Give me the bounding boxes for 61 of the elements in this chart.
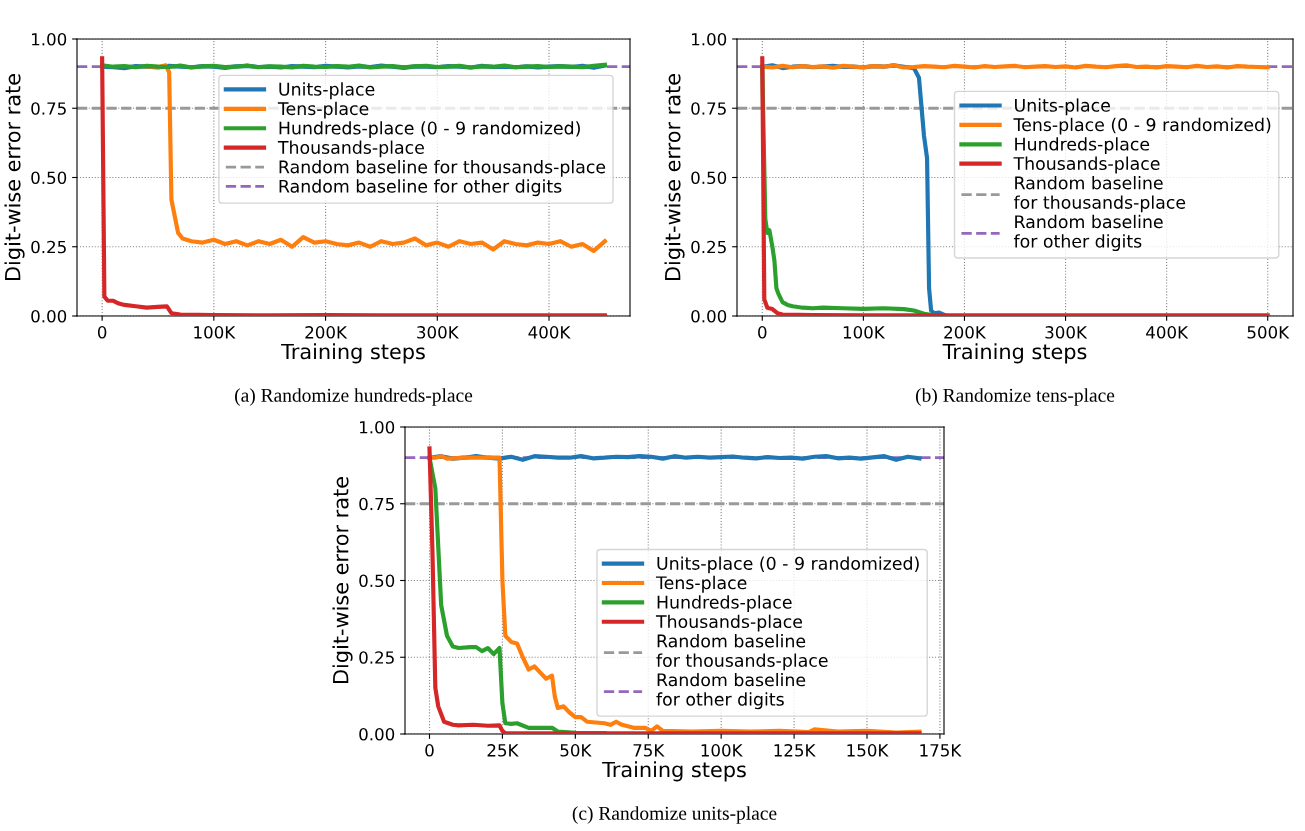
text: (b) Randomize tens-place: [915, 388, 1115, 406]
x-tick-label: 500K: [1247, 326, 1290, 339]
y-tick-label: 0.50: [31, 171, 67, 185]
text: (a) Randomize hundreds-place: [235, 388, 473, 406]
y-tick-label: 0.50: [359, 574, 395, 588]
legend-label: Random baseline for other digits: [1013, 214, 1163, 252]
y-tick-label: 0.25: [359, 651, 394, 664]
x-tick-label: 400K: [1146, 326, 1189, 339]
legend-label: Random baseline for thousands-place: [279, 159, 606, 177]
legend-label: Tens-place: [277, 101, 369, 119]
x-tick-label: 300K: [417, 326, 460, 339]
y-tick-label: 1.00: [360, 420, 395, 434]
x-tick-label: 400K: [528, 326, 571, 339]
y-tick-label: 0.50: [691, 171, 727, 185]
legend-label: Units-place: [279, 82, 375, 100]
legend-label: Thousands-place: [277, 140, 424, 158]
legend-label: Units-place: [1015, 98, 1110, 116]
legend-label: Tens-place: [655, 575, 747, 593]
y-tick-label: 0.00: [359, 727, 395, 741]
x-axis-title: Training steps: [281, 343, 425, 364]
text: (c) Randomize units-place: [572, 806, 777, 824]
x-tick-label: 0: [425, 744, 434, 757]
legend-label: Thousands-place: [1013, 156, 1160, 174]
y-tick-label: 0.25: [691, 240, 726, 254]
legend-label: Hundreds-place: [1015, 137, 1150, 154]
legend-label: Random baseline for thousands-place: [656, 634, 828, 671]
y-tick-label: 1.00: [692, 32, 727, 46]
y-tick-label: 0.00: [31, 309, 67, 323]
y-tick-label: 0.00: [691, 309, 727, 323]
x-tick-label: 50K: [560, 744, 592, 757]
y-tick-label: 0.75: [691, 102, 726, 115]
legend-label: Thousands-place: [655, 614, 803, 632]
x-tick-label: 300K: [1045, 326, 1088, 339]
x-tick-label: 75K: [633, 744, 665, 757]
y-tick-label: 1.00: [32, 32, 67, 46]
y-tick-label: 0.75: [31, 102, 66, 115]
y-tick-label: 0.25: [31, 240, 66, 254]
legend-label: Random baseline for thousands-place: [1013, 176, 1186, 213]
x-tick-label: 0: [97, 326, 107, 339]
x-tick-label: 175K: [920, 744, 962, 757]
x-tick-label: 100K: [843, 326, 886, 339]
x-tick-label: 200K: [305, 326, 348, 339]
y-axis-title: Digit-wise error rate: [664, 74, 685, 280]
x-tick-label: 150K: [847, 744, 889, 757]
x-tick-label: 25K: [487, 744, 519, 757]
y-axis-title: Digit-wise error rate: [332, 477, 353, 683]
legend-label: Hundreds-place: [657, 595, 792, 613]
x-axis-title: Training steps: [602, 761, 746, 782]
x-tick-label: 0: [758, 326, 767, 339]
x-tick-label: 100K: [194, 326, 236, 339]
x-axis-title: Training steps: [942, 343, 1087, 364]
y-tick-label: 0.75: [359, 497, 394, 511]
legend-label: Units-place (0 - 9 randomized): [657, 556, 919, 574]
x-tick-label: 125K: [774, 744, 816, 757]
legend-label: Tens-place (0 - 9 randomized): [1013, 117, 1271, 135]
legend-label: Random baseline for other digits: [279, 179, 562, 197]
legend-label: Random baseline for other digits: [656, 672, 806, 710]
y-axis-title: Digit-wise error rate: [4, 74, 25, 280]
x-tick-label: 100K: [701, 744, 743, 757]
x-tick-label: 200K: [944, 326, 987, 339]
legend-label: Hundreds-place (0 - 9 randomized): [279, 121, 580, 138]
